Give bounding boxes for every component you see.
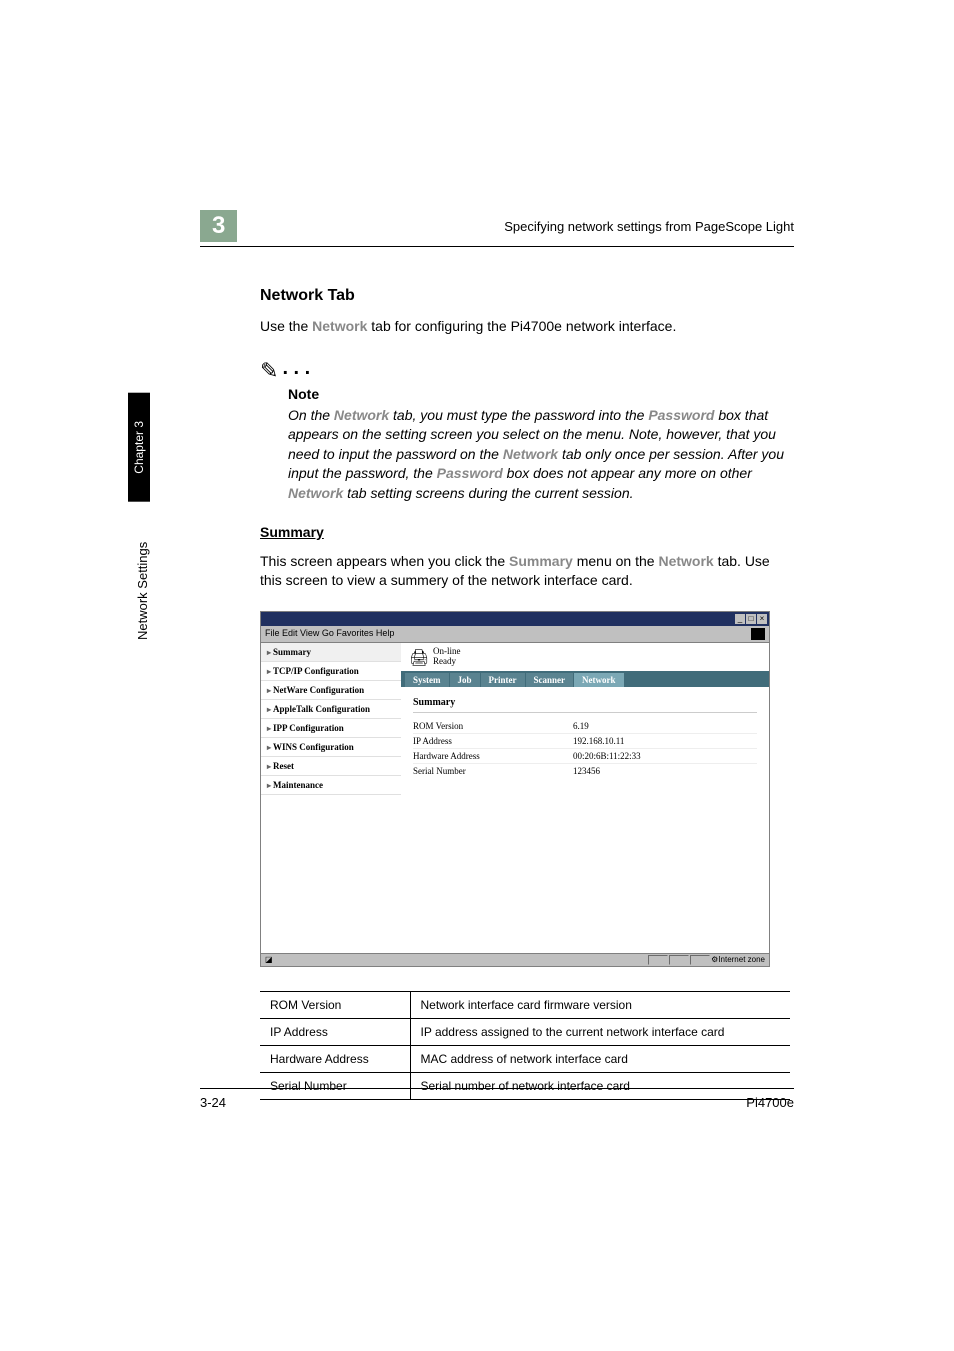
chapter-side-label: Chapter 3	[128, 393, 150, 502]
sidebar-item[interactable]: AppleTalk Configuration	[261, 700, 401, 719]
browser-menu-items[interactable]: File Edit View Go Favorites Help	[265, 628, 394, 640]
summary-desc-b: menu on the	[573, 553, 659, 569]
note-dots: . . .	[282, 357, 310, 380]
panel-value: 123456	[573, 766, 757, 776]
section-side-label: Network Settings	[135, 542, 150, 640]
note-network-3: Network	[288, 485, 343, 501]
statusbar-box	[669, 955, 689, 965]
panel-value: 6.19	[573, 721, 757, 731]
product-name: Pi4700e	[746, 1095, 794, 1110]
note-label: Note	[288, 386, 794, 402]
statusbar-zone-icon: ⚙	[711, 955, 718, 964]
note-text-f: tab setting screens during the current s…	[343, 485, 633, 501]
page-header: 3 Specifying network settings from PageS…	[200, 210, 794, 247]
table-cell-desc: Network interface card firmware version	[410, 991, 790, 1018]
note-body: On the Network tab, you must type the pa…	[288, 406, 794, 504]
panel-content: Summary ROM Version6.19IP Address192.168…	[401, 687, 769, 788]
table-cell-desc: IP address assigned to the current netwo…	[410, 1018, 790, 1045]
info-table: ROM VersionNetwork interface card firmwa…	[260, 991, 790, 1100]
header-title: Specifying network settings from PageSco…	[249, 219, 794, 234]
note-network-1: Network	[334, 407, 389, 423]
panel-label: IP Address	[413, 736, 573, 746]
statusbar-left-icon: ◪	[265, 955, 273, 965]
note-network-2: Network	[503, 446, 558, 462]
panel-value: 00:20:6B:11:22:33	[573, 751, 757, 761]
statusbar-box	[690, 955, 710, 965]
table-row: Hardware AddressMAC address of network i…	[260, 1045, 790, 1072]
panel-row: Serial Number123456	[413, 764, 757, 778]
printer-icon: 🖨	[409, 648, 427, 666]
intro-prefix: Use the	[260, 318, 312, 334]
table-row: IP AddressIP address assigned to the cur…	[260, 1018, 790, 1045]
browser-titlebar: _ □ ×	[261, 612, 769, 626]
status-line2: Ready	[433, 657, 461, 667]
note-icon-row: ✎ . . .	[260, 357, 794, 384]
browser-content: SummaryTCP/IP ConfigurationNetWare Confi…	[261, 643, 769, 953]
note-password-1: Password	[648, 407, 714, 423]
sidebar-item[interactable]: TCP/IP Configuration	[261, 662, 401, 681]
panel-label: ROM Version	[413, 721, 573, 731]
sidebar-item[interactable]: Summary	[261, 643, 401, 662]
tab-scanner[interactable]: Scanner	[526, 673, 574, 687]
printer-status-text: On-line Ready	[433, 647, 461, 667]
pen-icon: ✎	[260, 358, 278, 384]
table-row: ROM VersionNetwork interface card firmwa…	[260, 991, 790, 1018]
browser-screenshot: _ □ × File Edit View Go Favorites Help S…	[260, 611, 770, 967]
note-text-b: tab, you must type the password into the	[389, 407, 648, 423]
note-password-2: Password	[437, 465, 503, 481]
browser-sidebar: SummaryTCP/IP ConfigurationNetWare Confi…	[261, 643, 401, 953]
sidebar-item[interactable]: NetWare Configuration	[261, 681, 401, 700]
browser-statusbar: ◪ ⚙ Internet zone	[261, 953, 769, 966]
tab-row: SystemJobPrinterScannerNetwork	[401, 671, 769, 687]
sidebar-item[interactable]: Reset	[261, 757, 401, 776]
tab-network[interactable]: Network	[574, 673, 624, 687]
tab-printer[interactable]: Printer	[481, 673, 525, 687]
panel-label: Hardware Address	[413, 751, 573, 761]
summary-heading: Summary	[260, 524, 794, 540]
tab-job[interactable]: Job	[450, 673, 480, 687]
intro-network-word: Network	[312, 318, 367, 334]
maximize-icon[interactable]: □	[746, 614, 756, 624]
minimize-icon[interactable]: _	[735, 614, 745, 624]
note-text-e: box does not appear any more on other	[503, 465, 752, 481]
sidebar-item[interactable]: Maintenance	[261, 776, 401, 795]
summary-description: This screen appears when you click the S…	[260, 552, 794, 591]
panel-row: IP Address192.168.10.11	[413, 734, 757, 749]
note-text-a: On the	[288, 407, 334, 423]
note-block: ✎ . . . Note On the Network tab, you mus…	[260, 357, 794, 504]
panel-label: Serial Number	[413, 766, 573, 776]
statusbar-zone: ⚙ Internet zone	[648, 955, 765, 965]
summary-word: Summary	[509, 553, 573, 569]
sidebar-item[interactable]: IPP Configuration	[261, 719, 401, 738]
panel-value: 192.168.10.11	[573, 736, 757, 746]
close-icon[interactable]: ×	[757, 614, 767, 624]
summary-desc-a: This screen appears when you click the	[260, 553, 509, 569]
section-title: Network Tab	[260, 287, 794, 305]
chapter-number-box: 3	[200, 210, 237, 242]
intro-paragraph: Use the Network tab for configuring the …	[260, 317, 794, 337]
intro-suffix: tab for configuring the Pi4700e network …	[367, 318, 676, 334]
tab-system[interactable]: System	[405, 673, 449, 687]
page-number: 3-24	[200, 1095, 226, 1110]
panel-heading: Summary	[413, 697, 757, 713]
table-cell-label: Hardware Address	[260, 1045, 410, 1072]
statusbar-box	[648, 955, 668, 965]
table-cell-label: ROM Version	[260, 991, 410, 1018]
sidebar-item[interactable]: WINS Configuration	[261, 738, 401, 757]
table-cell-desc: MAC address of network interface card	[410, 1045, 790, 1072]
panel-row: Hardware Address00:20:6B:11:22:33	[413, 749, 757, 764]
statusbar-zone-text: Internet zone	[718, 955, 765, 964]
browser-menubar[interactable]: File Edit View Go Favorites Help	[261, 626, 769, 643]
browser-main: 🖨 On-line Ready SystemJobPrinterScannerN…	[401, 643, 769, 953]
panel-row: ROM Version6.19	[413, 719, 757, 734]
summary-network-word: Network	[658, 553, 713, 569]
page-footer: 3-24 Pi4700e	[200, 1088, 794, 1110]
printer-status-row: 🖨 On-line Ready	[401, 643, 769, 671]
table-cell-label: IP Address	[260, 1018, 410, 1045]
browser-logo-icon	[751, 628, 765, 640]
